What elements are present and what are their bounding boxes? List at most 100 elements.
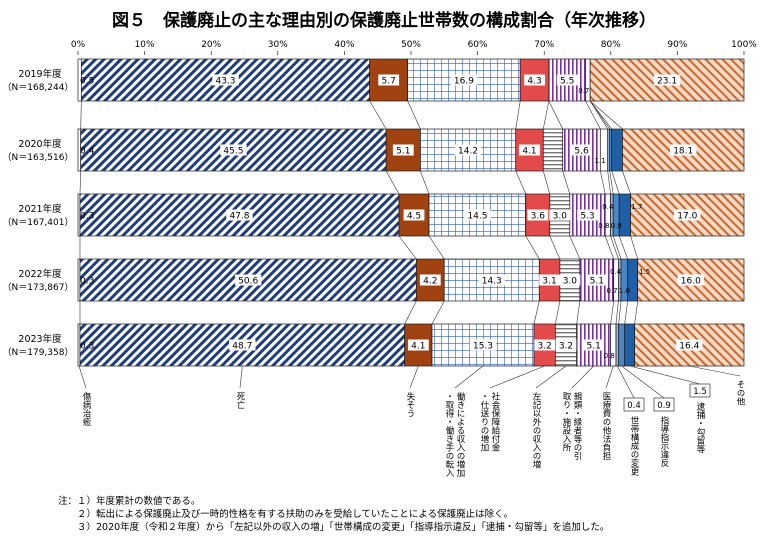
- value-label-bg: [478, 274, 505, 286]
- boxed-value-frame: [623, 397, 645, 412]
- value-label: 4.3: [527, 77, 541, 87]
- bar-row: 2020年度 （N＝163,516） 0.4 45.5 5.1 14.2 4.1 5.6 1.1…: [3, 128, 745, 172]
- value-label: 45.5: [223, 147, 243, 157]
- value-label: 5.7: [382, 77, 396, 87]
- connector-line: [569, 235, 581, 260]
- value-label: 0.8: [598, 222, 609, 230]
- row-year-label: 2020年度: [18, 138, 62, 150]
- connector-line: [622, 170, 631, 195]
- tick-label: 40%: [334, 40, 354, 50]
- value-label-bg: [549, 209, 571, 221]
- value-label: 3.2: [559, 342, 573, 352]
- value-label-bg: [670, 144, 697, 156]
- connector-line: [615, 300, 619, 325]
- connector-line: [618, 300, 622, 325]
- connector-line: [607, 170, 611, 195]
- bar-row: 2022年度 （N＝173,867） 0.3 50.6 4.2 14.3 3.1 3.0 5.1…: [3, 258, 745, 302]
- value-label-bg: [519, 144, 540, 156]
- category-label: 働きによる収入の増加: [455, 391, 465, 478]
- value-label-bg: [559, 274, 581, 286]
- value-label-bg: [653, 74, 681, 86]
- connector-line: [610, 235, 619, 260]
- bar-segment: [542, 128, 564, 172]
- value-label-bg: [454, 144, 482, 156]
- connector-line: [589, 100, 612, 130]
- category-label: ・取得・働き手の転入: [444, 392, 454, 477]
- value-label: 1.0: [619, 287, 630, 295]
- value-label: 0.7: [606, 287, 617, 295]
- bar-segment: [611, 128, 623, 172]
- value-label-bg: [586, 274, 608, 286]
- value-label: 17.0: [677, 212, 697, 222]
- chart: 図５ 保護廃止の主な理由別の保護廃止世帯数の構成割合（年次推移） 0% 10% 20…: [3, 10, 758, 478]
- connector-line: [80, 100, 82, 130]
- bar-row: 2021年度 （N＝167,401） 0.3 47.8 4.5 14.5 3.6 3.0 5.3…: [3, 193, 745, 237]
- value-label-bg: [577, 209, 598, 221]
- value-label-bg: [524, 74, 545, 86]
- value-label: 47.8: [229, 212, 249, 222]
- tick-label: 60%: [468, 40, 488, 50]
- value-label: 14.3: [482, 277, 502, 287]
- x-axis: 0% 10% 20% 30% 40% 50% 60% 70% 80% 90% 100%: [71, 40, 757, 55]
- category-label: 失そう: [405, 391, 415, 417]
- connector-line: [533, 300, 540, 325]
- tick-label: 80%: [601, 40, 621, 50]
- category-label: ・仕送りの増加: [479, 392, 489, 452]
- connector-line: [542, 100, 550, 130]
- category-label: 傷病治癒: [81, 391, 91, 427]
- value-label: 0.5: [80, 77, 94, 87]
- value-label: 4.2: [423, 277, 437, 287]
- connector-line: [634, 300, 638, 325]
- value-label: 5.1: [396, 147, 410, 157]
- connector-line: [548, 100, 563, 130]
- value-label: 1.5: [639, 268, 650, 276]
- leader-line: [689, 365, 741, 377]
- value-label-bg: [555, 339, 577, 351]
- connector-line: [630, 235, 638, 260]
- connector-line: [618, 235, 628, 260]
- connector-line: [585, 100, 601, 130]
- value-label: 14.2: [458, 147, 478, 157]
- connector-line: [589, 100, 623, 130]
- value-label: 18.1: [673, 147, 693, 157]
- value-label: 0.4: [610, 268, 622, 276]
- value-label-bg: [469, 339, 497, 351]
- bar-rows: 2019年度 （N＝168,244） 0.5 43.3 5.7 16.9 4.3 5.5 0.7…: [3, 58, 745, 367]
- leader-line: [617, 365, 635, 399]
- value-label: 4.1: [411, 342, 425, 352]
- value-label-bg: [527, 209, 549, 221]
- row-n-label: （N＝168,244）: [3, 82, 74, 93]
- value-label: 48.7: [232, 342, 252, 352]
- category-label: 指導指示違反: [659, 415, 669, 468]
- leader-line: [535, 365, 567, 389]
- tick-label: 10%: [135, 40, 155, 50]
- value-label-bg: [220, 144, 247, 156]
- connector-line: [612, 235, 622, 260]
- value-label: 1.1: [594, 157, 605, 165]
- value-label-bg: [464, 209, 491, 221]
- category-label: 世帯構成の変更: [629, 415, 639, 476]
- value-label-bg: [407, 339, 429, 351]
- value-label-bg: [212, 74, 239, 86]
- category-label: 親類・縁者等の引: [572, 391, 582, 461]
- value-label: 0.9: [611, 222, 622, 230]
- value-label: 15.3: [473, 342, 493, 352]
- value-label: 0.3: [80, 277, 94, 287]
- tick-label: 90%: [667, 40, 687, 50]
- value-label-bg: [392, 144, 414, 156]
- value-label: 1.7: [631, 203, 642, 211]
- value-label: 3.0: [563, 277, 578, 287]
- leader-line: [571, 365, 594, 389]
- note-3: ３）2020年度（令和２年度）から「左記以外の収入の増」「世帯構成の変更」「指導…: [58, 522, 610, 533]
- connector-line: [525, 235, 540, 260]
- boxed-value-frame: [689, 383, 711, 398]
- value-label: 0.7: [578, 87, 589, 95]
- value-label: 0.3: [80, 342, 94, 352]
- tick-label: 30%: [268, 40, 288, 50]
- connector-line: [420, 170, 430, 195]
- leader-line: [409, 365, 419, 389]
- value-label: 0.3: [80, 212, 94, 222]
- notes: 注：１）年度累計の数値である。 ２）転出による保護廃止及び一時的性格を有する扶助…: [58, 495, 609, 534]
- connector-line: [611, 170, 620, 195]
- connector-line: [555, 300, 561, 325]
